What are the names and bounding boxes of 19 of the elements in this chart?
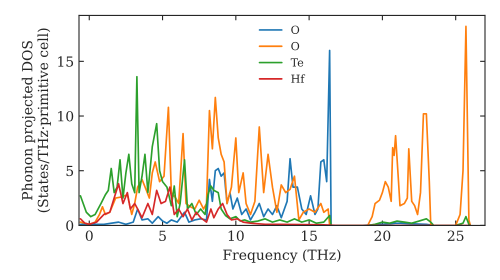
line-series: [80, 76, 472, 226]
x-tick-label: 0: [86, 230, 93, 242]
y-tick-label: 0: [66, 220, 74, 231]
x-tick-label: 10: [228, 230, 244, 242]
x-tick-label: 5: [159, 230, 166, 242]
legend-label: O: [291, 26, 300, 34]
line-series: [80, 183, 472, 226]
y-tick-label: 15: [58, 56, 74, 67]
legend-label: O: [291, 42, 300, 50]
y-tick-label: 10: [58, 110, 74, 122]
x-tick-label: 25: [448, 230, 464, 242]
x-tick-label: 20: [374, 230, 390, 242]
y-tick-label: 5: [66, 166, 74, 176]
line-series: [80, 26, 472, 226]
x-tick-label: 15: [302, 230, 317, 242]
legend-label: Hf: [291, 74, 306, 83]
x-axis-title: Frequency (THz): [223, 249, 340, 263]
legend-label: Te: [290, 58, 304, 67]
y-axis-title: Phonon projected DOS (States/THz·primitive cell): [22, 28, 51, 212]
